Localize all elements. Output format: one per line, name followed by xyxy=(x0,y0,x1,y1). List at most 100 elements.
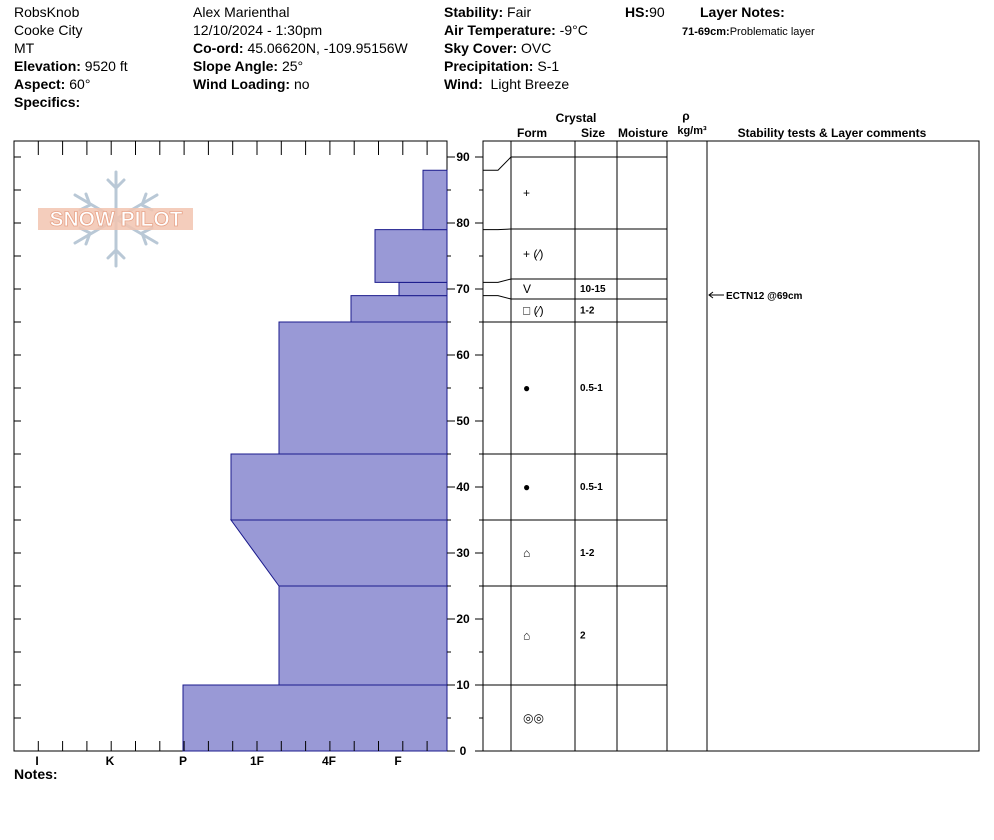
wind-row: Wind: Light Breeze xyxy=(444,75,569,93)
wind-loading-label: Wind Loading: xyxy=(193,76,291,92)
depth-tick-label: 50 xyxy=(456,414,470,428)
aspect-row: Aspect: 60° xyxy=(14,75,90,93)
grain-size: 0.5-1 xyxy=(580,383,603,394)
header-density-rho: ρ xyxy=(682,109,689,123)
depth-tick-label: 0 xyxy=(460,744,467,758)
wind-loading-row: Wind Loading: no xyxy=(193,75,310,93)
layer-connector xyxy=(483,295,512,300)
grain-size: 2 xyxy=(580,631,586,642)
grain-form: + xyxy=(523,186,530,200)
stability-test-label: ECTN12 @69cm xyxy=(726,291,803,302)
hardness-category-label: F xyxy=(394,754,401,768)
hardness-layer xyxy=(374,229,448,283)
hardness-layer xyxy=(230,519,448,587)
wind-label: Wind: xyxy=(444,76,483,92)
grain-size: 1-2 xyxy=(580,548,595,559)
depth-tick-label: 90 xyxy=(456,150,470,164)
hs-label: HS: xyxy=(625,4,650,20)
elevation-value: 9520 ft xyxy=(84,58,128,74)
elevation-label: Elevation: xyxy=(14,58,81,74)
notes-label: Notes: xyxy=(14,766,58,782)
hardness-layer xyxy=(278,585,448,686)
air-temp-row: Air Temperature: -9°C xyxy=(444,21,588,39)
specifics-row: Specifics: xyxy=(14,93,80,111)
hardness-category-label: I xyxy=(35,754,38,768)
hardness-category-label: 4F xyxy=(322,754,336,768)
wind-value: Light Breeze xyxy=(490,76,570,92)
sky-cover-label: Sky Cover: xyxy=(444,40,518,56)
hs-value: 90 xyxy=(649,4,665,20)
observer-name: Alex Marienthal xyxy=(193,4,290,20)
layer-note-range: 71-69cm: xyxy=(682,26,730,38)
slope-value: 25° xyxy=(281,58,304,74)
grain-form: ⌂ xyxy=(523,546,530,560)
slope-label: Slope Angle: xyxy=(193,58,279,74)
grain-size: 0.5-1 xyxy=(580,482,603,493)
grain-form: □ (⁄) xyxy=(523,304,544,318)
site-state: MT xyxy=(14,40,35,56)
grain-size: 1-2 xyxy=(580,306,595,317)
precip-label: Precipitation: xyxy=(444,58,534,74)
hardness-layer xyxy=(182,684,448,752)
depth-tick-label: 20 xyxy=(456,612,470,626)
site-city: Cooke City xyxy=(14,22,83,38)
hardness-layer xyxy=(230,453,448,521)
hardness-layer xyxy=(350,295,448,323)
site-name: RobsKnob xyxy=(14,4,80,20)
grain-form: ◎◎ xyxy=(523,711,544,725)
layer-connector xyxy=(483,278,512,283)
layer-notes-title: Layer Notes: xyxy=(700,4,785,20)
layer-note-row: 71-69cm:Problematic layer xyxy=(682,23,815,41)
grain-form: V xyxy=(523,282,531,296)
layer-note-text: Problematic layer xyxy=(729,26,815,38)
layer-connector xyxy=(483,156,512,171)
layer-connector xyxy=(483,228,512,231)
depth-tick-label: 10 xyxy=(456,678,470,692)
observation-datetime: 12/10/2024 - 1:30pm xyxy=(193,22,323,38)
grain-size: 10-15 xyxy=(580,284,606,295)
depth-tick-label: 40 xyxy=(456,480,470,494)
header-form: Form xyxy=(517,126,547,140)
air-temp-value: -9°C xyxy=(559,22,588,38)
elevation-row: Elevation: 9520 ft xyxy=(14,57,128,75)
hardness-category-label: P xyxy=(179,754,187,768)
sky-cover-value: OVC xyxy=(521,40,552,56)
precip-value: S-1 xyxy=(537,58,560,74)
hardness-layer xyxy=(278,321,448,455)
coord-value: 45.06620N, -109.95156W xyxy=(247,40,408,56)
specifics-label: Specifics: xyxy=(14,94,81,110)
depth-tick-label: 60 xyxy=(456,348,470,362)
snowpilot-logo: SNOW PILOT xyxy=(38,170,193,268)
coord-label: Co-ord: xyxy=(193,40,244,56)
grain-form: + (⁄) xyxy=(523,247,543,261)
depth-tick-label: 80 xyxy=(456,216,470,230)
grain-form: ● xyxy=(523,480,530,494)
header-density-unit: kg/m³ xyxy=(677,125,707,137)
hardness-layer xyxy=(422,169,448,231)
slope-row: Slope Angle: 25° xyxy=(193,57,303,75)
stability-value: Fair xyxy=(507,4,532,20)
aspect-value: 60° xyxy=(69,76,91,92)
precip-row: Precipitation: S-1 xyxy=(444,57,559,75)
wind-loading-value: no xyxy=(293,76,310,92)
hs-row: HS:90 xyxy=(625,3,665,21)
grain-form: ⌂ xyxy=(523,629,530,643)
header-comments: Stability tests & Layer comments xyxy=(738,126,927,140)
logo-text: SNOW PILOT xyxy=(50,208,183,231)
coord-row: Co-ord: 45.06620N, -109.95156W xyxy=(193,39,408,57)
hardness-category-label: K xyxy=(106,754,115,768)
depth-tick-label: 30 xyxy=(456,546,470,560)
test-arrow xyxy=(708,291,714,299)
aspect-label: Aspect: xyxy=(14,76,66,92)
depth-tick-label: 70 xyxy=(456,282,470,296)
layer-table xyxy=(482,140,980,752)
stability-row: Stability: Fair xyxy=(444,3,531,21)
air-temp-label: Air Temperature: xyxy=(444,22,556,38)
hardness-category-label: 1F xyxy=(250,754,264,768)
stability-label: Stability: xyxy=(444,4,504,20)
hardness-layer xyxy=(398,281,448,297)
grain-form: ● xyxy=(523,381,530,395)
header-size: Size xyxy=(581,126,605,140)
header-moisture: Moisture xyxy=(618,126,668,140)
